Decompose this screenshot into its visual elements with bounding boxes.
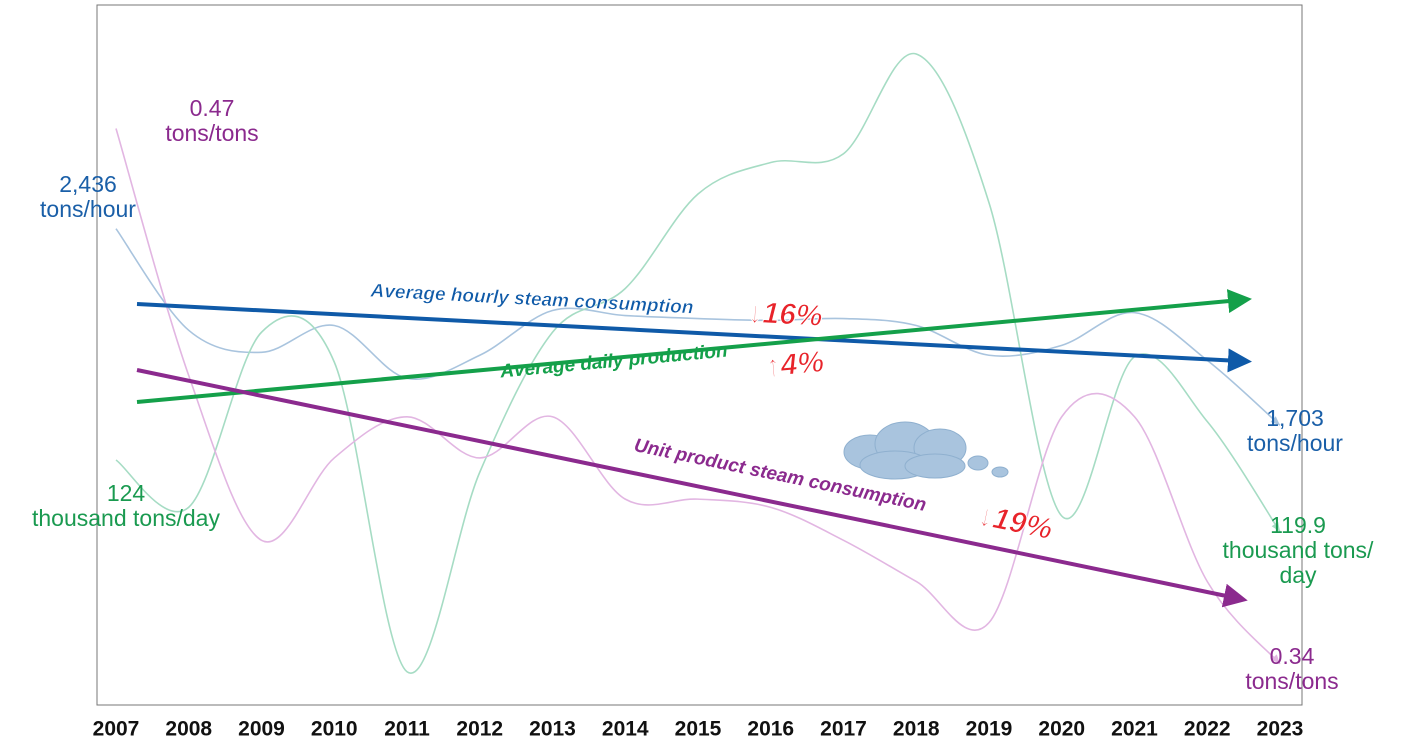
start-label: 124 <box>107 480 146 506</box>
x-tick-label: 2011 <box>384 718 430 741</box>
x-tick-label: 2013 <box>529 718 576 741</box>
annotation: Average daily production <box>498 341 728 383</box>
plot-frame <box>96 4 1303 706</box>
x-tick-label: 2019 <box>966 718 1013 741</box>
curves <box>115 52 1281 674</box>
start-label: thousand tons/day <box>32 505 220 531</box>
x-tick-label: 2020 <box>1038 718 1085 741</box>
x-tick-label: 2009 <box>238 718 285 741</box>
end-label: 119.9 <box>1270 512 1326 538</box>
x-tick-label: 2012 <box>456 718 503 741</box>
x-tick-label: 2010 <box>311 718 358 741</box>
x-tick-label: 2018 <box>893 718 940 741</box>
start-label: 2,436 <box>59 171 117 197</box>
start-label: tons/hour <box>40 196 136 222</box>
x-tick-label: 2015 <box>675 718 722 741</box>
start-label: 0.47 <box>190 95 235 121</box>
trend-arrow <box>136 302 1252 373</box>
end-label: 1,703 <box>1266 405 1324 431</box>
end-label: tons/hour <box>1247 430 1343 456</box>
annotation: Average hourly steam consumption <box>369 281 694 319</box>
annotation-change: ↓16% <box>747 296 824 333</box>
cloud <box>843 421 1009 480</box>
x-tick-label: 2023 <box>1257 718 1304 741</box>
start-label: tons/tons <box>165 120 258 146</box>
x-tick-label: 2022 <box>1184 718 1231 741</box>
end-label: tons/tons <box>1245 668 1338 694</box>
x-tick-label: 2007 <box>93 718 140 741</box>
line-arrowhead <box>1271 521 1280 532</box>
x-tick-label: 2008 <box>165 718 212 741</box>
trend-arrow <box>136 368 1248 608</box>
x-tick-label: 2017 <box>820 718 867 741</box>
line-arrowhead <box>1270 654 1280 664</box>
x-tick-label: 2014 <box>602 718 649 741</box>
series-line <box>115 228 1281 426</box>
line-arrowhead <box>1270 416 1280 426</box>
x-tick-label: 2016 <box>747 718 794 741</box>
annotation-change: ↓19% <box>975 499 1055 547</box>
end-label: thousand tons/ <box>1223 537 1375 563</box>
series-line <box>115 128 1281 665</box>
annotation-change: ↑4% <box>764 345 825 383</box>
trend-arrow <box>136 289 1252 404</box>
end-label: 0.34 <box>1270 643 1315 669</box>
x-tick-label: 2021 <box>1111 718 1158 741</box>
series-line <box>115 52 1281 674</box>
end-label: day <box>1279 562 1317 588</box>
